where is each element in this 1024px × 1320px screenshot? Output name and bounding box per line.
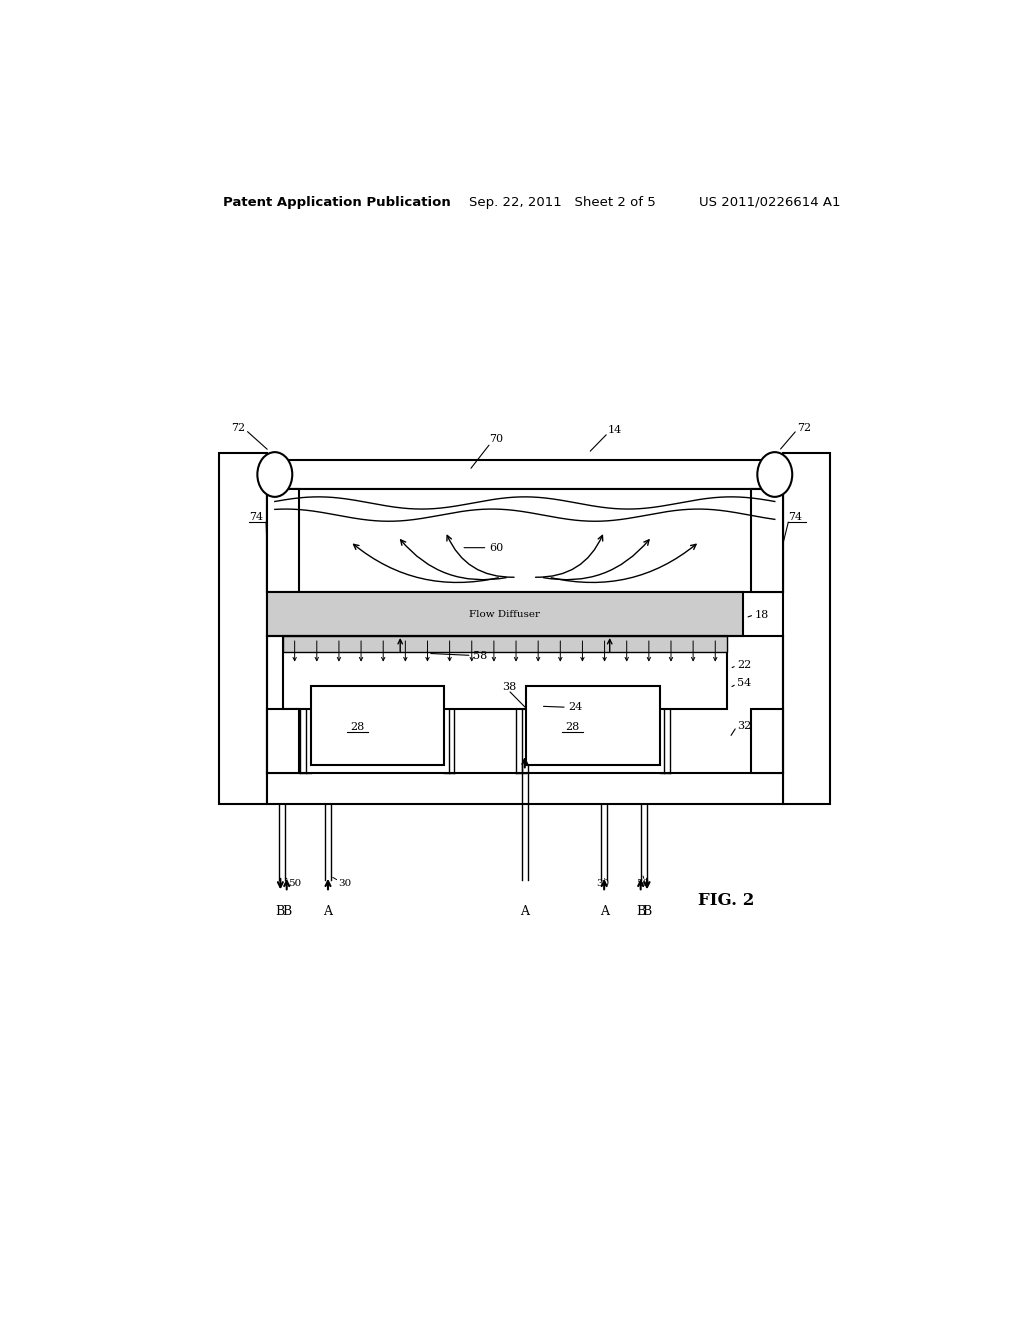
Bar xyxy=(267,461,782,488)
Text: 32: 32 xyxy=(737,721,752,730)
Text: 28: 28 xyxy=(350,722,365,731)
Text: 28: 28 xyxy=(565,722,580,731)
Bar xyxy=(782,453,830,804)
Text: A: A xyxy=(600,906,608,919)
Text: 54: 54 xyxy=(737,678,752,688)
Text: US 2011/0226614 A1: US 2011/0226614 A1 xyxy=(699,195,841,209)
Text: 50: 50 xyxy=(289,879,301,887)
Text: 30: 30 xyxy=(338,879,351,887)
Bar xyxy=(751,488,782,593)
Bar xyxy=(283,636,727,652)
Bar xyxy=(219,453,267,804)
Bar xyxy=(310,686,443,766)
Bar xyxy=(219,453,267,804)
Text: Sep. 22, 2011   Sheet 2 of 5: Sep. 22, 2011 Sheet 2 of 5 xyxy=(469,195,656,209)
Text: 38: 38 xyxy=(503,682,517,692)
Text: B: B xyxy=(282,906,292,919)
Bar xyxy=(267,488,299,593)
Text: 70: 70 xyxy=(489,434,503,444)
Text: Patent Application Publication: Patent Application Publication xyxy=(223,195,451,209)
Bar xyxy=(751,709,782,774)
Bar xyxy=(267,461,782,488)
Bar xyxy=(751,709,782,774)
Bar xyxy=(267,774,782,804)
Bar xyxy=(526,686,659,766)
Text: FIG. 2: FIG. 2 xyxy=(697,892,755,909)
Bar xyxy=(267,709,299,774)
Text: A: A xyxy=(520,906,529,919)
Text: 72: 72 xyxy=(231,422,246,433)
Bar xyxy=(267,593,743,636)
Circle shape xyxy=(257,453,292,496)
Text: 74: 74 xyxy=(249,512,263,523)
Bar xyxy=(283,636,727,652)
Text: 50: 50 xyxy=(636,879,649,887)
Text: 60: 60 xyxy=(489,543,504,553)
Text: B: B xyxy=(642,906,651,919)
Text: 18: 18 xyxy=(755,610,769,620)
Text: B: B xyxy=(636,906,645,919)
Text: 22: 22 xyxy=(737,660,752,669)
Bar xyxy=(283,636,727,709)
Text: A: A xyxy=(324,906,333,919)
Text: 74: 74 xyxy=(788,512,803,523)
Bar xyxy=(267,774,782,804)
Text: 72: 72 xyxy=(797,422,811,433)
Circle shape xyxy=(758,453,793,496)
Text: 58: 58 xyxy=(473,652,487,661)
Text: Flow Diffuser: Flow Diffuser xyxy=(469,610,541,619)
Bar xyxy=(526,686,659,766)
Bar xyxy=(267,593,743,636)
Bar xyxy=(310,686,443,766)
Bar xyxy=(267,709,299,774)
Bar xyxy=(267,488,782,593)
Bar xyxy=(782,453,830,804)
Bar xyxy=(751,488,782,593)
Text: 14: 14 xyxy=(607,425,622,434)
Text: B: B xyxy=(275,906,285,919)
Text: 24: 24 xyxy=(568,702,583,713)
Bar xyxy=(267,488,299,593)
Text: 30: 30 xyxy=(596,879,609,887)
